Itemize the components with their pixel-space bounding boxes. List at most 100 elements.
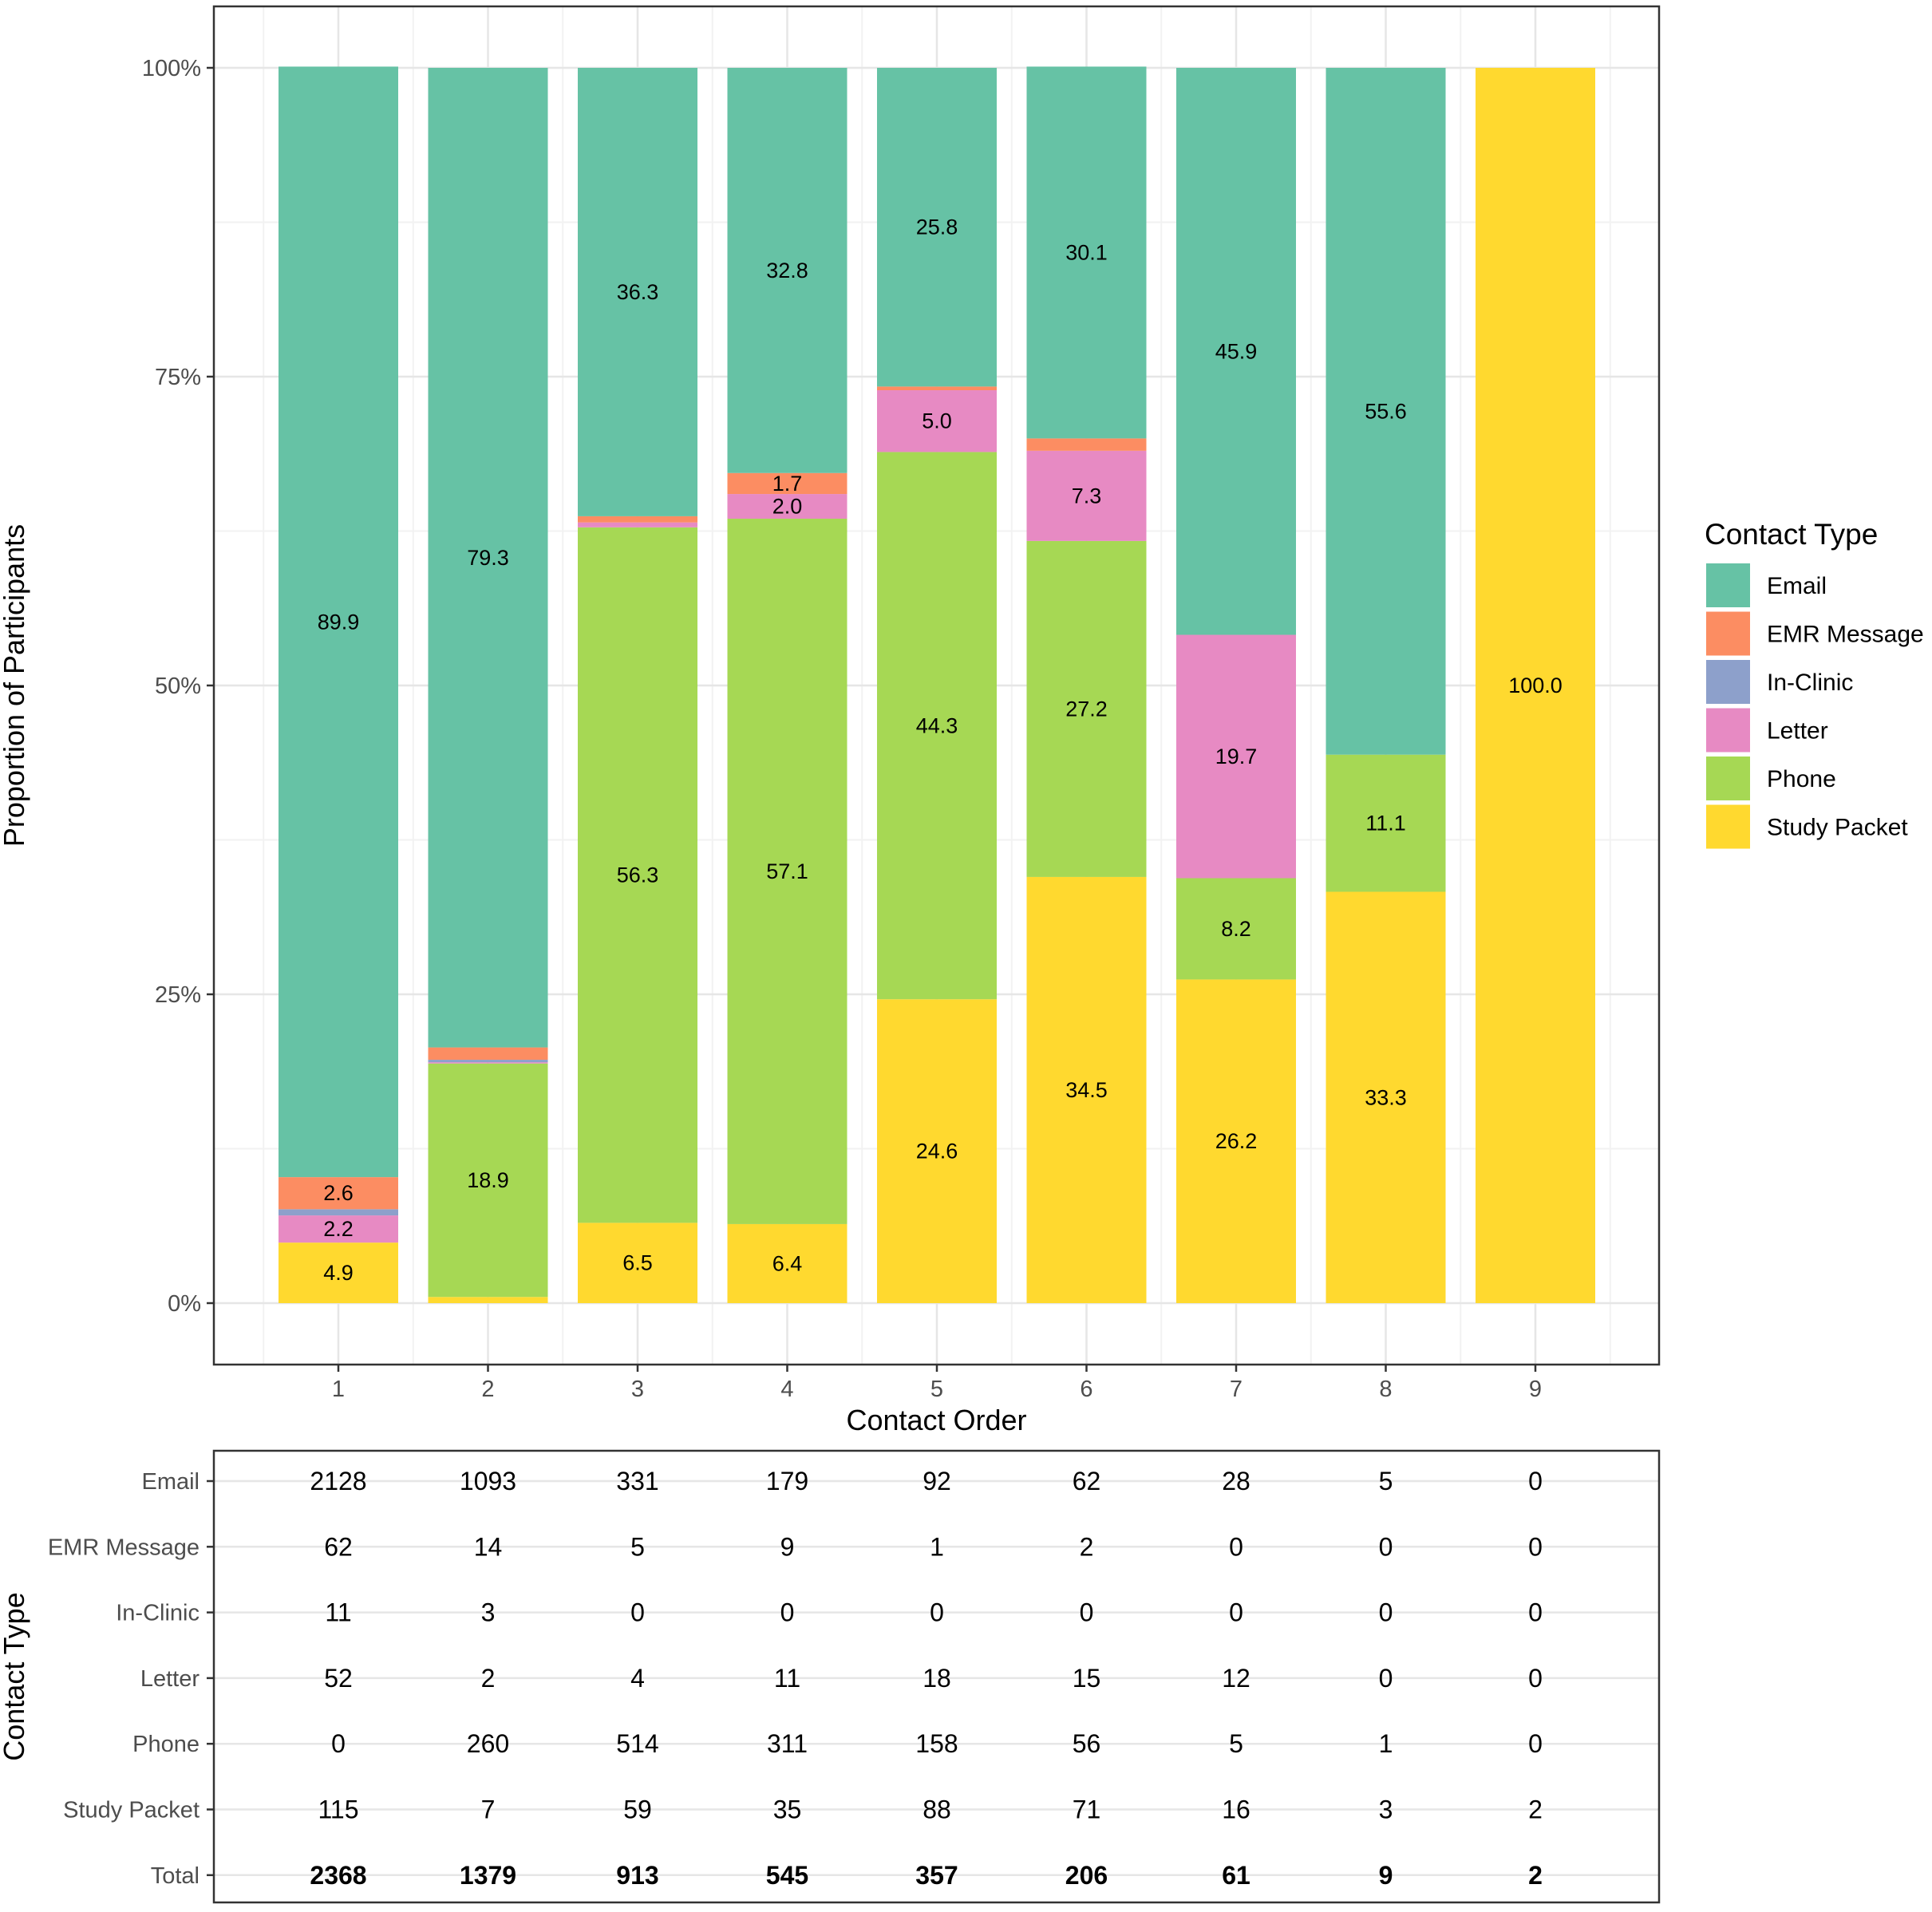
bar-7-letter (1176, 634, 1296, 879)
x-tick-label: 1 (332, 1377, 345, 1402)
data-label-3-email: 36.3 (617, 280, 659, 304)
table-cell-email-6: 62 (1073, 1467, 1101, 1495)
table-cell-letter-6: 15 (1073, 1664, 1101, 1693)
table-cell-emr-message-4: 9 (780, 1532, 795, 1561)
legend: Contact Type Email EMR Message In-Clinic Le… (1705, 518, 1924, 849)
bar-6-letter (1026, 450, 1147, 541)
table-cell-email-3: 331 (616, 1467, 658, 1495)
bar-8-email (1326, 68, 1446, 755)
x-tick-label: 5 (930, 1377, 943, 1402)
table-cell-study-packet-9: 2 (1528, 1795, 1543, 1824)
y-tick-label: 25% (155, 982, 201, 1008)
table-cell-phone-4: 311 (767, 1729, 808, 1758)
x-tick-label: 2 (481, 1377, 494, 1402)
bar-3-emr-message (578, 516, 697, 523)
data-label-7-letter: 19.7 (1215, 745, 1258, 768)
table-cell-total-4: 545 (766, 1861, 808, 1890)
table-cell-total-3: 913 (616, 1861, 658, 1890)
table-cell-total-2: 1379 (460, 1861, 516, 1890)
bar-4-study-packet (727, 1223, 847, 1303)
table-cell-emr-message-5: 1 (930, 1532, 944, 1561)
legend-title: Contact Type (1705, 518, 1878, 551)
table-cell-study-packet-4: 35 (773, 1795, 802, 1824)
bar-5-phone (877, 452, 997, 1000)
bar-5-letter (877, 390, 997, 452)
table-cell-total-9: 2 (1528, 1861, 1543, 1890)
data-label-4-letter: 2.0 (772, 495, 803, 519)
data-label-4-phone: 57.1 (766, 859, 808, 883)
bar-8-phone (1326, 754, 1446, 892)
table-cell-in-clinic-2: 3 (481, 1598, 496, 1627)
bar-1-email (279, 66, 398, 1178)
table-cell-in-clinic-1: 11 (325, 1598, 351, 1627)
data-label-6-study-packet: 34.5 (1065, 1078, 1108, 1102)
table-cell-total-5: 357 (915, 1861, 958, 1890)
table-cell-phone-9: 0 (1528, 1729, 1543, 1758)
table-cell-letter-8: 0 (1379, 1664, 1393, 1693)
data-label-7-study-packet: 26.2 (1215, 1129, 1258, 1153)
table-cell-email-7: 28 (1222, 1467, 1250, 1495)
table-background (214, 1451, 1659, 1902)
table-cell-study-packet-7: 16 (1222, 1795, 1250, 1824)
table-border (212, 1449, 1661, 1904)
table-cell-total-7: 61 (1222, 1861, 1250, 1890)
table-cell-study-packet-1: 115 (318, 1795, 358, 1824)
bar-1-in-clinic (279, 1209, 398, 1216)
bar-7-email (1176, 68, 1296, 635)
bar-2-email (428, 68, 548, 1048)
table-cell-phone-5: 158 (915, 1729, 958, 1758)
table-cell-study-packet-3: 59 (623, 1795, 652, 1824)
table-cell-emr-message-1: 62 (324, 1532, 353, 1561)
bar-2-phone (428, 1063, 548, 1298)
data-label-1-letter: 2.2 (323, 1217, 354, 1241)
table-cell-email-4: 179 (766, 1467, 808, 1495)
legend-label-in-clinic: In-Clinic (1767, 670, 1853, 696)
table-cell-email-8: 5 (1379, 1467, 1393, 1495)
data-label-5-email: 25.8 (916, 215, 958, 239)
data-label-7-phone: 8.2 (1221, 917, 1251, 941)
legend-swatch-letter (1706, 708, 1750, 753)
bar-4-email (727, 68, 847, 473)
data-label-5-study-packet: 24.6 (916, 1140, 958, 1163)
bar-chart-axes: Contact Order Proportion of Participants… (0, 5, 1661, 1436)
data-label-5-letter: 5.0 (922, 409, 952, 433)
bar-2-emr-message (428, 1047, 548, 1061)
bar-3-study-packet (578, 1223, 697, 1303)
data-label-9-study-packet: 100.0 (1508, 674, 1563, 697)
table-cell-emr-message-3: 5 (630, 1532, 645, 1561)
y-tick-label: 0% (168, 1291, 201, 1317)
x-tick-label: 9 (1529, 1377, 1542, 1402)
table-cell-phone-6: 56 (1073, 1729, 1101, 1758)
table-cell-study-packet-2: 7 (481, 1795, 496, 1824)
bar-6-emr-message (1026, 438, 1147, 451)
bar-8-study-packet (1326, 891, 1446, 1303)
table-row-label-in-clinic: In-Clinic (116, 1601, 200, 1626)
table-cell-email-5: 92 (923, 1467, 951, 1495)
bar-2-letter (428, 1062, 548, 1064)
data-label-1-email: 89.9 (318, 610, 360, 634)
table-cell-letter-3: 4 (630, 1664, 645, 1693)
bar-4-letter (727, 494, 847, 519)
bar-2-in-clinic (428, 1060, 548, 1063)
table-cell-email-9: 0 (1528, 1467, 1543, 1495)
x-tick-label: 8 (1379, 1377, 1392, 1402)
x-tick-label: 7 (1230, 1377, 1243, 1402)
data-label-4-study-packet: 6.4 (772, 1251, 803, 1275)
data-label-8-email: 55.6 (1365, 399, 1407, 423)
legend-label-email: Email (1767, 573, 1827, 599)
data-label-4-email: 32.8 (766, 259, 808, 282)
bar-1-letter (279, 1215, 398, 1243)
table-cell-total-1: 2368 (310, 1861, 366, 1890)
table-cell-email-2: 1093 (460, 1467, 516, 1495)
table-cell-letter-7: 12 (1222, 1664, 1250, 1693)
table-cell-in-clinic-6: 0 (1080, 1598, 1094, 1627)
count-table-panel: Contact Type Email 2128 1093 331 179 92 62 28 5 0… (0, 1449, 1661, 1904)
table-cell-phone-7: 5 (1229, 1729, 1243, 1758)
table-row-label-phone: Phone (132, 1732, 200, 1757)
bar-stacks (279, 66, 1595, 1303)
data-label-2-phone: 18.9 (467, 1168, 509, 1192)
data-label-1-emr-message: 2.6 (323, 1181, 354, 1205)
bar-6-phone (1026, 540, 1147, 877)
